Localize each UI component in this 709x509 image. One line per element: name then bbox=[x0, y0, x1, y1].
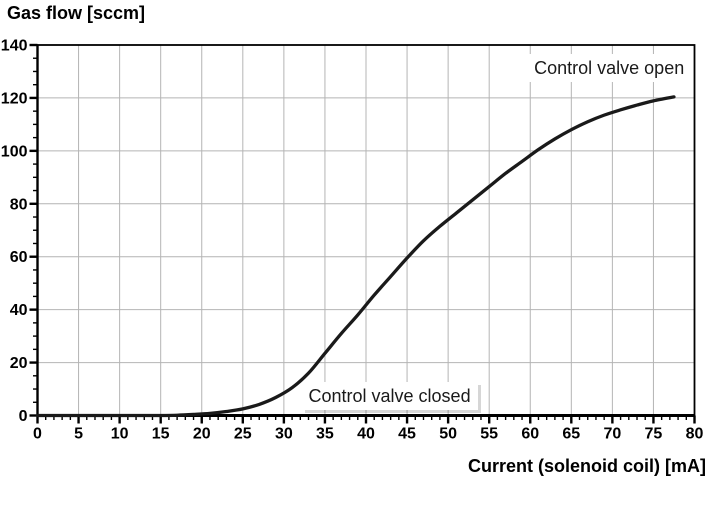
x-tick-label: 20 bbox=[193, 426, 211, 443]
x-tick-label: 35 bbox=[316, 426, 334, 443]
x-tick-label: 75 bbox=[645, 426, 663, 443]
annotation-valve-closed: Control valve closed bbox=[301, 381, 478, 411]
y-axis-title: Gas flow [sccm] bbox=[7, 3, 146, 23]
y-tick-label: 100 bbox=[1, 143, 28, 160]
x-tick-label: 10 bbox=[111, 426, 129, 443]
x-tick-label: 45 bbox=[398, 426, 416, 443]
x-axis-title: Current (solenoid coil) [mA] bbox=[468, 456, 706, 476]
x-tick-label: 65 bbox=[562, 426, 580, 443]
annotation-valve-open: Control valve open bbox=[527, 53, 692, 83]
y-tick-label: 140 bbox=[1, 38, 28, 55]
y-tick-label: 0 bbox=[19, 408, 28, 425]
x-tick-label: 70 bbox=[603, 426, 621, 443]
x-tick-label: 5 bbox=[74, 426, 83, 443]
x-tick-label: 60 bbox=[521, 426, 539, 443]
x-tick-label: 30 bbox=[275, 426, 293, 443]
y-tick-label: 120 bbox=[1, 90, 28, 107]
x-tick-label: 0 bbox=[33, 426, 42, 443]
x-tick-label: 15 bbox=[152, 426, 170, 443]
data-curve-gas-flow-vs-current bbox=[35, 95, 676, 418]
x-tick-label: 25 bbox=[234, 426, 252, 443]
y-tick-label: 40 bbox=[10, 302, 28, 319]
x-tick-label: 40 bbox=[357, 426, 375, 443]
x-tick-label: 50 bbox=[439, 426, 457, 443]
y-tick-label: 20 bbox=[10, 355, 28, 372]
x-tick-label: 55 bbox=[480, 426, 498, 443]
y-tick-label: 60 bbox=[10, 249, 28, 266]
x-tick-label: 80 bbox=[686, 426, 704, 443]
y-tick-label: 80 bbox=[10, 196, 28, 213]
